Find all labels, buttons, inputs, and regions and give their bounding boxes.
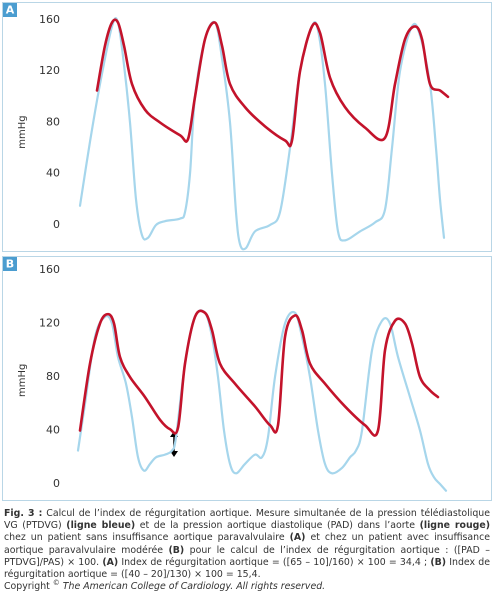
caption-text: pour le calcul de l’index de régurgitati… xyxy=(4,544,490,568)
y-axis-title: mmHg xyxy=(17,364,28,397)
caption-text: (B) xyxy=(168,544,185,556)
series-line xyxy=(78,309,440,437)
caption-text: et de la pression aortique diastolique (… xyxy=(135,520,420,532)
caption-text: et chez un patient avec insuffisance aor… xyxy=(4,532,490,556)
y-axis-title: mmHg xyxy=(17,115,28,148)
caption: Fig. 3 : Calcul de l’index de régurgitat… xyxy=(4,508,490,593)
caption-text: chez un patient sans insuffisance aortiq… xyxy=(4,532,290,544)
caption-text: Index de régurgitation aortique = ([40 –… xyxy=(4,556,490,581)
figure: A 0 40 80 120 160 mmHg B 0 40 80 120 160 mmHg xyxy=(2,2,492,501)
y-tick-label: 0 xyxy=(53,218,60,231)
panel-frame xyxy=(2,2,492,252)
copyright-symbol: © xyxy=(52,579,60,588)
copyright-copyright: Copyright xyxy=(4,581,53,593)
y-tick-label: 120 xyxy=(39,316,60,329)
series-line xyxy=(95,18,450,148)
caption-text: (B) xyxy=(430,556,447,568)
series-line xyxy=(78,17,446,251)
y-tick-label: 160 xyxy=(39,263,60,276)
panel-label: A xyxy=(6,4,15,17)
y-tick-label: 160 xyxy=(39,13,60,26)
y-tick-label: 80 xyxy=(46,370,60,383)
panel-badge xyxy=(3,257,17,271)
caption-text: Index de régurgitation aortique = ([65 –… xyxy=(118,556,431,568)
series-line xyxy=(76,309,448,492)
y-tick-label: 40 xyxy=(46,424,60,437)
panel-frame xyxy=(2,256,492,501)
caption-text: (A) xyxy=(289,532,306,544)
y-tick-label: 80 xyxy=(46,115,60,128)
copyright-holder: The American College of Cardiology. All … xyxy=(59,581,326,593)
caption-text: (ligne rouge) xyxy=(419,520,490,532)
y-tick-label: 40 xyxy=(46,167,60,180)
panel-badge xyxy=(3,3,17,17)
y-tick-label: 120 xyxy=(39,64,60,77)
caption-text: Calcul de l’index de régurgitation aorti… xyxy=(4,508,490,532)
caption-text: Fig. 3 : xyxy=(4,508,43,519)
caption-text: (A) xyxy=(102,556,119,568)
y-tick-label: 0 xyxy=(53,477,60,490)
caption-text: (ligne bleue) xyxy=(66,520,136,532)
panel-label: B xyxy=(6,258,14,271)
